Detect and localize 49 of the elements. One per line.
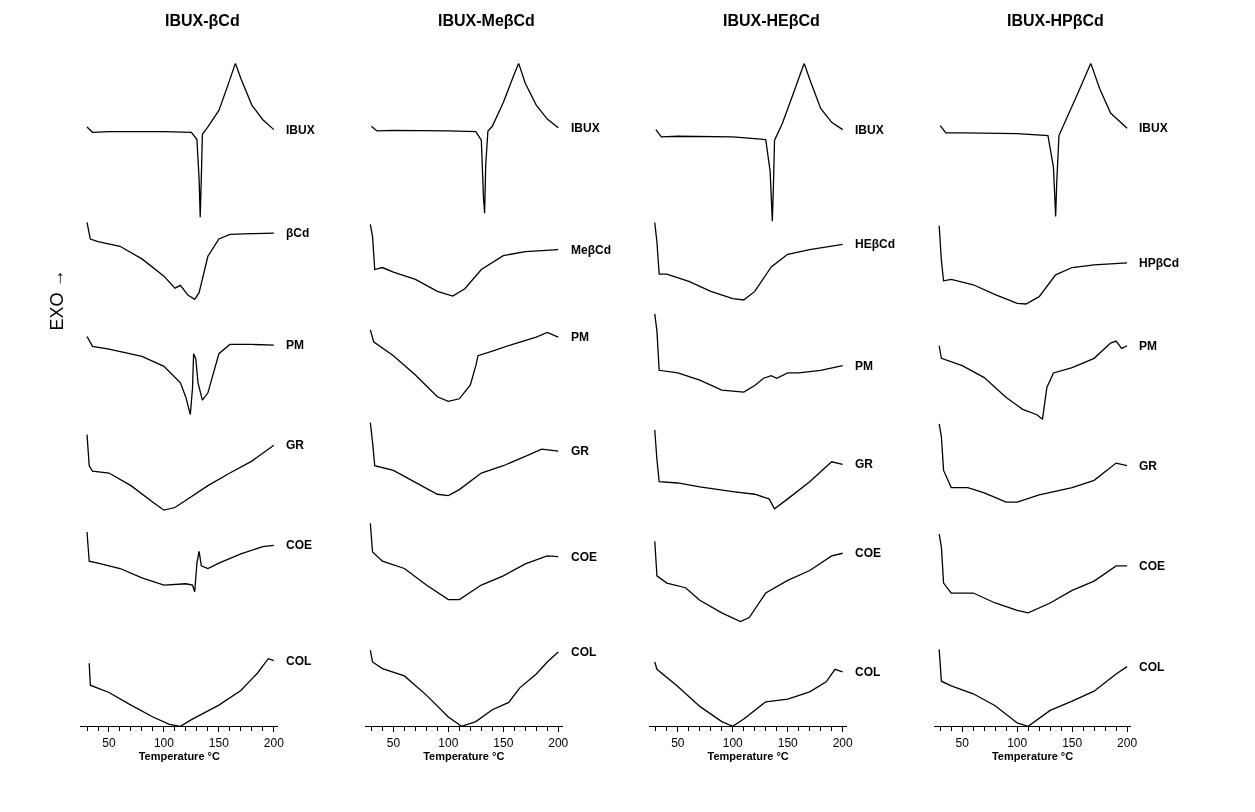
series-label: COL — [855, 665, 881, 679]
x-tick-label: 200 — [832, 735, 853, 750]
x-axis-title: Temperature °C — [707, 749, 789, 762]
x-tick-label: 50 — [955, 735, 970, 750]
series-label: GR — [1139, 459, 1158, 473]
series-label: COE — [571, 550, 598, 564]
series-label: PM — [1139, 339, 1157, 353]
x-tick-label: 100 — [722, 735, 744, 750]
x-axis-title: Temperature °C — [423, 749, 505, 762]
x-tick-label: 200 — [1117, 735, 1138, 750]
x-tick-label: 50 — [386, 735, 401, 750]
series-label: IBUX — [855, 123, 884, 137]
x-tick-label: 100 — [1007, 735, 1028, 750]
series-label: PM — [571, 330, 589, 344]
chart-title: IBUX-MeβCd — [438, 12, 535, 29]
x-axis-title: Temperature °C — [991, 749, 1074, 762]
series-label: IBUX — [1139, 121, 1168, 135]
series-label: GR — [571, 444, 590, 458]
x-tick-label: 50 — [671, 735, 685, 750]
x-tick-label: 150 — [208, 735, 230, 750]
series-label: GR — [286, 438, 305, 452]
series-label: GR — [855, 457, 874, 471]
series-label: COL — [1139, 660, 1165, 674]
series-label: IBUX — [286, 123, 315, 137]
series-label: COL — [571, 645, 597, 659]
x-axis-title: Temperature °C — [138, 749, 220, 762]
x-tick-label: 200 — [263, 735, 285, 750]
x-tick-label: 100 — [438, 735, 459, 750]
series-label: HEβCd — [855, 237, 895, 251]
series-label: IBUX — [571, 121, 600, 135]
series-label: COE — [1139, 559, 1166, 573]
y-axis-title: EXO → — [47, 269, 68, 331]
series-label: COE — [855, 546, 882, 560]
chart-title: IBUX-βCd — [165, 12, 240, 29]
series-label: COE — [286, 538, 313, 552]
chart-title: IBUX-HEβCd — [723, 12, 820, 29]
x-tick-label: 150 — [493, 735, 514, 750]
series-label: COL — [286, 654, 312, 668]
series-label: HPβCd — [1139, 256, 1179, 270]
x-tick-label: 150 — [777, 735, 799, 750]
x-tick-label: 50 — [102, 735, 116, 750]
series-label: PM — [855, 359, 873, 373]
x-tick-label: 100 — [153, 735, 175, 750]
series-label: PM — [286, 338, 304, 352]
x-tick-label: 150 — [1062, 735, 1083, 750]
series-label: MeβCd — [571, 243, 611, 257]
chart-title: IBUX-HPβCd — [1007, 12, 1104, 29]
series-label: βCd — [286, 226, 310, 240]
x-tick-label: 200 — [548, 735, 569, 750]
